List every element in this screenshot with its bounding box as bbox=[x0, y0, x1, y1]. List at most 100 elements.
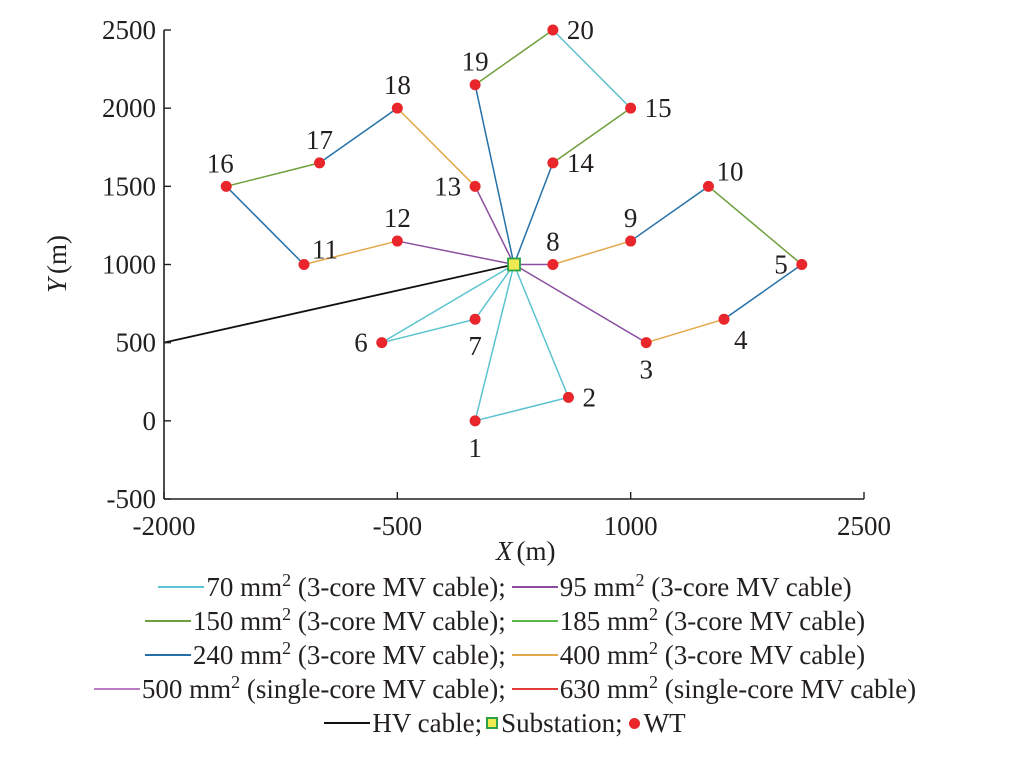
legend-size: 95 mm bbox=[559, 572, 636, 602]
cable-1-2 bbox=[474, 396, 569, 422]
cable-5-10 bbox=[707, 185, 803, 266]
legend-size: 70 mm bbox=[206, 572, 283, 602]
cable-400-swatch bbox=[511, 654, 558, 656]
wind-turbine-2 bbox=[562, 391, 574, 403]
turbine-label-18: 18 bbox=[384, 70, 411, 100]
turbine-label-11: 11 bbox=[312, 235, 338, 265]
cable-16-17 bbox=[226, 162, 320, 188]
legend-item-500: 500 mm2 (single-core MV cable); bbox=[93, 672, 506, 706]
cable-20-15 bbox=[552, 29, 632, 109]
y-axis-unit: (m) bbox=[42, 235, 72, 274]
cable-185-swatch bbox=[511, 620, 558, 622]
legend-superscript: 2 bbox=[282, 570, 292, 590]
wind-turbine-1 bbox=[469, 415, 481, 427]
cable-12-11 bbox=[303, 240, 398, 266]
legend-hv-label: HV cable; bbox=[372, 708, 483, 738]
y-tick-label: -500 bbox=[107, 484, 157, 514]
substation-square-icon bbox=[486, 717, 499, 729]
x-axis-symbol: X bbox=[495, 536, 514, 566]
wind-turbine-10 bbox=[702, 180, 714, 192]
x-tick-label: 1000 bbox=[604, 511, 658, 541]
y-tick-label: 0 bbox=[143, 406, 157, 436]
wind-turbine-dot-icon bbox=[628, 717, 640, 729]
legend-size: 400 mm bbox=[559, 640, 650, 670]
legend-rows: 70 mm2 (3-core MV cable); 95 mm2 (3-core … bbox=[0, 570, 1010, 706]
legend-item-630: 630 mm2 (single-core MV cable) bbox=[511, 672, 917, 706]
cable-150-swatch bbox=[144, 620, 191, 622]
legend-size: 500 mm bbox=[141, 674, 232, 704]
y-axis-title: Y(m) bbox=[42, 235, 72, 293]
turbine-label-17: 17 bbox=[306, 125, 333, 155]
y-axis-symbol: Y bbox=[42, 275, 72, 293]
turbine-label-20: 20 bbox=[567, 15, 594, 45]
legend-desc: (single-core MV cable) bbox=[658, 674, 917, 704]
legend-desc: (3-core MV cable); bbox=[291, 640, 506, 670]
cable-70-swatch bbox=[158, 586, 205, 588]
cable-15-14 bbox=[552, 107, 632, 164]
wind-turbine-7 bbox=[469, 313, 481, 325]
legend-desc: (3-core MV cable); bbox=[291, 572, 506, 602]
legend-desc: (3-core MV cable) bbox=[658, 640, 866, 670]
legend-size: 630 mm bbox=[559, 674, 650, 704]
legend-size: 150 mm bbox=[192, 606, 283, 636]
wind-turbine-5 bbox=[796, 259, 808, 270]
cable-19-20 bbox=[474, 29, 554, 86]
cable-6-7 bbox=[381, 318, 476, 344]
nodes bbox=[220, 24, 808, 427]
cable-630-swatch bbox=[511, 688, 558, 690]
cable-18-13 bbox=[396, 107, 476, 187]
legend-desc: (3-core MV cable) bbox=[658, 606, 866, 636]
legend-label-240: 240 mm2 (3-core MV cable); bbox=[193, 638, 506, 672]
y-tick-label: 1500 bbox=[102, 171, 156, 201]
substation-marker bbox=[507, 257, 521, 272]
cable-lines bbox=[163, 29, 803, 422]
cable-S-1 bbox=[474, 264, 515, 422]
legend-row-0: 70 mm2 (3-core MV cable); 95 mm2 (3-core … bbox=[0, 570, 1010, 604]
legend-wt-label: WT bbox=[643, 708, 686, 738]
cable-17-18 bbox=[319, 107, 398, 164]
cable-S-13 bbox=[474, 185, 515, 265]
cable-S-HV bbox=[163, 263, 515, 344]
cable-11-16 bbox=[225, 185, 305, 266]
wind-turbine-13 bbox=[469, 180, 481, 192]
legend-item-400: 400 mm2 (3-core MV cable) bbox=[511, 638, 866, 672]
legend-item-150: 150 mm2 (3-core MV cable); bbox=[144, 604, 506, 638]
turbine-label-1: 1 bbox=[468, 433, 482, 463]
cable-S-6 bbox=[381, 263, 515, 344]
legend-label-95: 95 mm2 (3-core MV cable) bbox=[560, 570, 852, 604]
legend-superscript: 2 bbox=[231, 672, 241, 692]
x-tick-label: 2500 bbox=[837, 511, 891, 541]
legend-superscript: 2 bbox=[649, 672, 659, 692]
wind-turbine-14 bbox=[547, 157, 559, 169]
wind-turbine-16 bbox=[220, 180, 232, 192]
x-tick-label: -2000 bbox=[133, 511, 196, 541]
legend-superscript: 2 bbox=[282, 604, 292, 624]
legend-item-wt: WT bbox=[623, 706, 686, 740]
turbine-label-3: 3 bbox=[639, 355, 653, 385]
legend-desc: (3-core MV cable); bbox=[291, 606, 506, 636]
hv-cable-swatch bbox=[324, 722, 371, 724]
turbine-label-13: 13 bbox=[434, 171, 461, 201]
turbine-label-19: 19 bbox=[462, 47, 489, 77]
legend-superscript: 2 bbox=[649, 638, 659, 658]
turbine-label-8: 8 bbox=[546, 227, 560, 257]
cable-240-swatch bbox=[144, 654, 191, 656]
legend-label-150: 150 mm2 (3-core MV cable); bbox=[193, 604, 506, 638]
legend-label-185: 185 mm2 (3-core MV cable) bbox=[560, 604, 865, 638]
wind-turbine-19 bbox=[469, 79, 481, 91]
legend-desc: (single-core MV cable); bbox=[240, 674, 506, 704]
cable-S-3 bbox=[513, 263, 647, 344]
wind-turbine-18 bbox=[391, 102, 403, 114]
legend-size: 185 mm bbox=[559, 606, 650, 636]
wind-turbine-9 bbox=[625, 235, 637, 247]
wind-turbine-15 bbox=[625, 102, 637, 114]
cable-S-14 bbox=[513, 162, 554, 265]
cable-S-12 bbox=[397, 240, 515, 266]
wind-turbine-20 bbox=[547, 24, 559, 36]
legend: 70 mm2 (3-core MV cable); 95 mm2 (3-core … bbox=[0, 570, 1010, 740]
turbine-label-12: 12 bbox=[384, 203, 411, 233]
legend-item-95: 95 mm2 (3-core MV cable) bbox=[511, 570, 852, 604]
